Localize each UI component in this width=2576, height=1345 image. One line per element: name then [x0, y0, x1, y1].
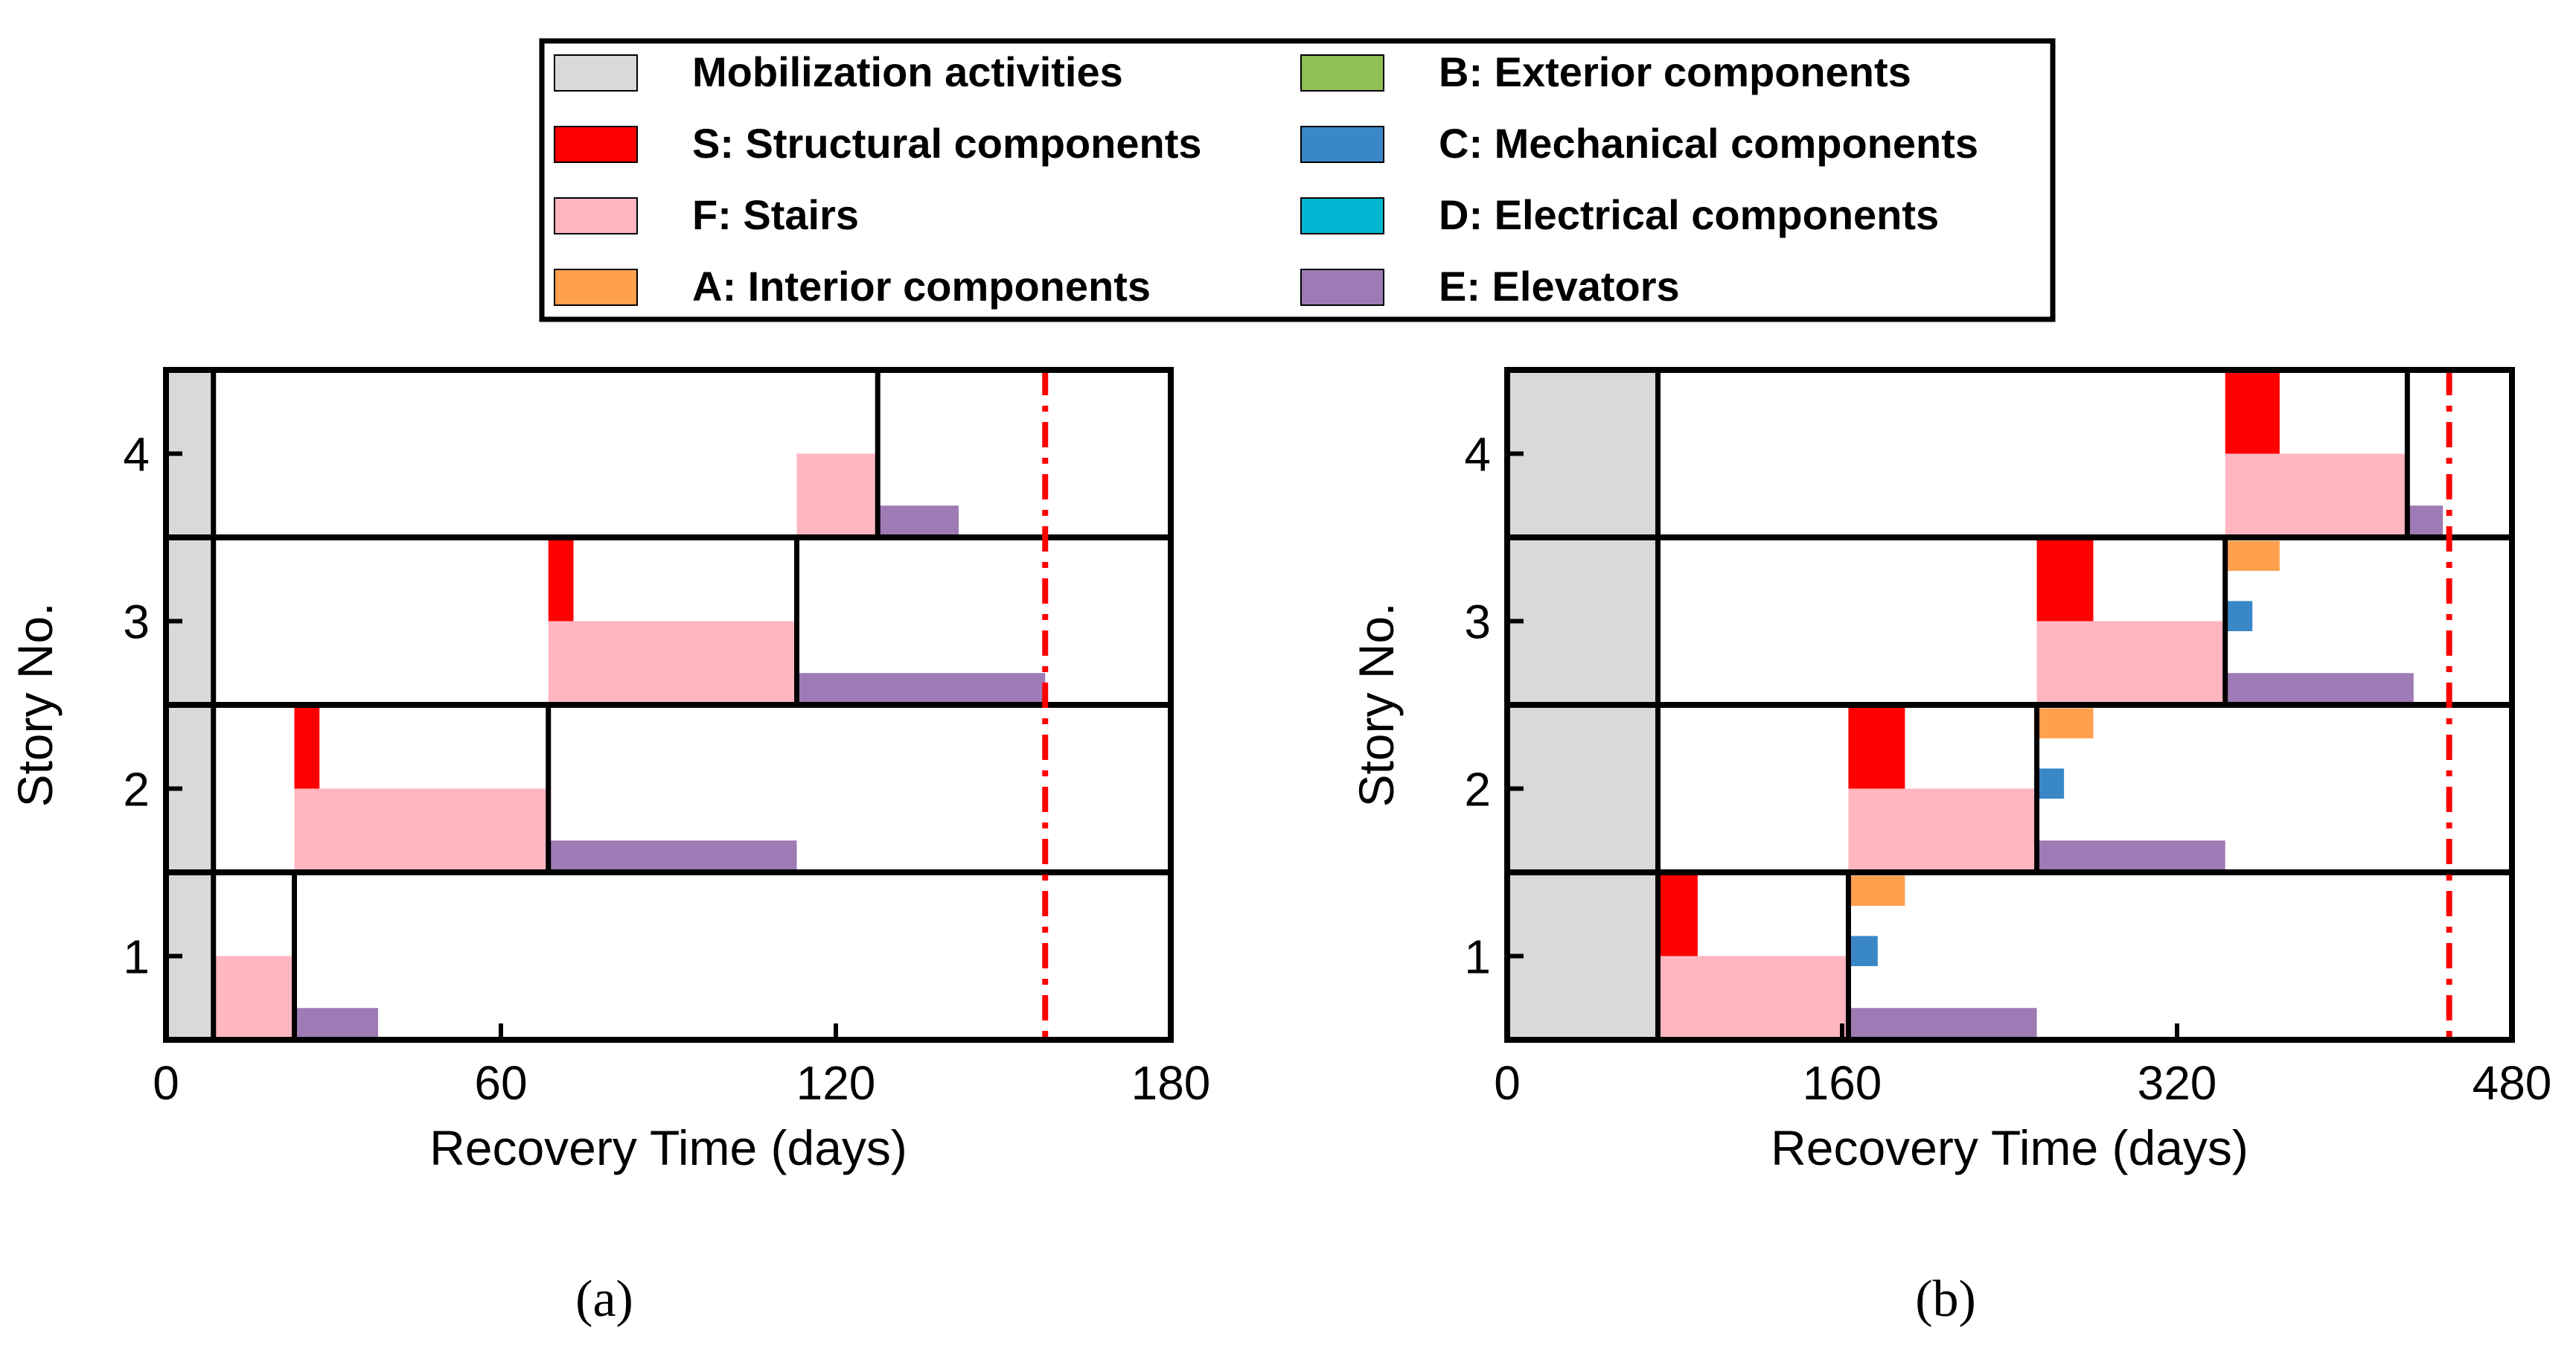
panel-a-axes-frame	[163, 367, 1174, 1043]
panel-b-story-1-bar-c	[1848, 936, 1878, 966]
panel-b-story-3-bar-e	[2225, 673, 2414, 703]
caption-a: (a)	[575, 1271, 633, 1328]
panel-b-story-1-bar-a	[1848, 875, 1905, 906]
panel-b-story-4-bar-s	[2225, 370, 2280, 454]
legend-label-d-electrical-components: D: Electrical components	[1439, 191, 1939, 238]
panel-b-chart: 0 160 320 480 1 2 3 4 Recovery Time (days) Story …	[1349, 367, 2552, 1175]
panel-a-story-1-bar-e	[294, 1008, 378, 1038]
panel-a-y-tick-label: 3	[123, 595, 150, 649]
legend: Mobilization activities S: Structural com…	[539, 38, 2056, 322]
legend-label-c-mechanical-components: C: Mechanical components	[1439, 120, 1978, 167]
panel-b-story-2-bar-a	[2036, 708, 2094, 738]
panel-b-x-tick-label: 0	[1494, 1056, 1521, 1110]
panel-a-x-tick-label: 60	[474, 1056, 527, 1110]
panel-b-story-1-bar-f	[1658, 956, 1849, 1040]
panel-b-story-2-bar-e	[2036, 840, 2225, 871]
panel-a-story-2-bar-s	[294, 705, 320, 789]
panel-b-axes-frame	[1504, 367, 2515, 1043]
panel-a-y-tick-label: 1	[123, 930, 150, 984]
panel-a-story-2-bar-f	[294, 788, 549, 872]
legend-swatch-e-elevators	[1300, 269, 1384, 306]
panel-b-story-2-bar-s	[1848, 705, 1905, 789]
panel-a-x-axis-title: Recovery Time (days)	[429, 1120, 907, 1175]
panel-b-story-3-bar-f	[2036, 621, 2225, 705]
panel-b-x-tick-label: 480	[2473, 1056, 2552, 1110]
legend-swatch-f-stairs	[554, 197, 638, 234]
legend-swatch-s-structural-components	[554, 126, 638, 163]
panel-b-story-3-bar-a	[2225, 540, 2280, 571]
panel-b-story-2-bar-f	[1848, 788, 2037, 872]
caption-b: (b)	[1915, 1271, 1976, 1328]
legend-label-a-interior-components: A: Interior components	[692, 263, 1151, 310]
panel-b-x-axis-title: Recovery Time (days)	[1771, 1120, 2249, 1175]
legend-label-e-elevators: E: Elevators	[1439, 263, 1680, 310]
legend-label-s-structural-components: S: Structural components	[692, 120, 1202, 167]
panel-b-y-axis-title: Story No.	[1349, 602, 1404, 807]
panel-b-story-2-bar-c	[2036, 768, 2065, 799]
legend-label-f-stairs: F: Stairs	[692, 191, 859, 238]
panel-a-story-2-bar-e	[548, 840, 797, 871]
panel-b-story-1-bar-s	[1658, 872, 1698, 956]
panel-b-story-4-bar-e	[2407, 505, 2444, 536]
panel-b-story-3-bar-s	[2036, 537, 2094, 622]
panel-b-story-4-bar-f	[2225, 453, 2408, 537]
panel-a-y-tick-label: 2	[123, 763, 150, 817]
legend-label-b-exterior-components: B: Exterior components	[1439, 48, 1911, 95]
panel-b-x-tick-label: 320	[2138, 1056, 2217, 1110]
panel-a-y-tick-label: 4	[123, 428, 150, 482]
legend-swatch-b-exterior-components	[1300, 54, 1384, 92]
panel-a-story-4-bar-e	[878, 505, 959, 536]
panel-b-story-1-bar-e	[1848, 1008, 2037, 1038]
panel-a-x-tick-label: 0	[153, 1056, 179, 1110]
panel-a-x-tick-label: 180	[1131, 1056, 1211, 1110]
panel-a-story-4-bar-f	[796, 453, 878, 537]
legend-frame	[539, 38, 2056, 322]
panel-a-story-3-bar-f	[548, 621, 797, 705]
panel-b-y-tick-label: 1	[1464, 930, 1491, 984]
panel-a-story-3-bar-e	[796, 673, 1046, 703]
legend-label-mobilization-activities: Mobilization activities	[692, 48, 1123, 95]
panel-b-story-3-bar-c	[2225, 601, 2253, 631]
panel-b-x-tick-label: 160	[1803, 1056, 1882, 1110]
panel-a-x-tick-label: 120	[796, 1056, 876, 1110]
panel-a-story-1-bar-f	[213, 956, 295, 1040]
panel-a-y-axis-title: Story No.	[7, 602, 63, 807]
panel-b-y-tick-label: 3	[1464, 595, 1491, 649]
legend-swatch-a-interior-components	[554, 269, 638, 306]
legend-swatch-mobilization-activities	[554, 54, 638, 92]
panel-b-y-tick-label: 4	[1464, 428, 1491, 482]
legend-swatch-d-electrical-components	[1300, 197, 1384, 234]
legend-swatch-c-mechanical-components	[1300, 126, 1384, 163]
panel-a-story-3-bar-s	[548, 537, 574, 622]
panel-a-chart: 0 60 120 180 1 2 3 4 Recovery Time (days) Story N…	[7, 367, 1211, 1175]
panel-b-y-tick-label: 2	[1464, 763, 1491, 817]
